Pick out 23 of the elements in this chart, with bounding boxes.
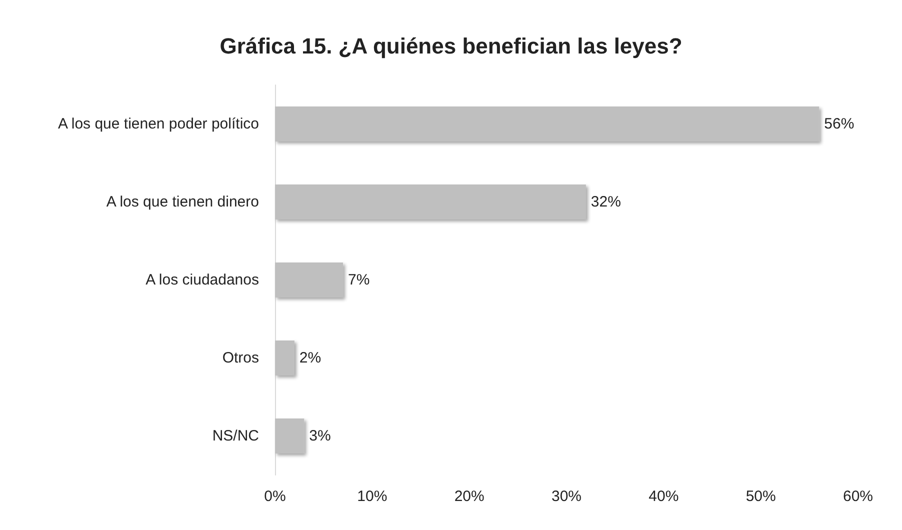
bar [275,184,586,220]
bar [275,340,294,376]
x-tick-label: 40% [648,488,679,505]
data-label: 32% [590,194,621,210]
x-tick-label: 20% [454,488,484,505]
x-tick-label: 30% [551,488,582,505]
y-tick-label: A los ciudadanos [146,272,259,288]
chart-title: Gráfica 15. ¿A quiénes benefician las leyes? [220,34,682,58]
bar [275,106,820,142]
x-tick-label: 10% [357,488,388,505]
y-tick-label: NS/NC [212,428,260,444]
bar [275,262,344,298]
data-label: 2% [299,350,322,366]
data-label: 3% [309,428,331,444]
data-label: 7% [348,272,370,288]
x-tick-label: 0% [264,488,286,505]
y-tick-label: A los que tienen poder político [58,116,259,132]
x-tick-label: 60% [842,488,874,505]
data-label: 56% [824,116,854,132]
y-tick-label: A los que tienen dinero [106,194,259,210]
y-tick-label: Otros [222,350,259,366]
bar [275,418,304,454]
x-tick-label: 50% [746,488,776,505]
